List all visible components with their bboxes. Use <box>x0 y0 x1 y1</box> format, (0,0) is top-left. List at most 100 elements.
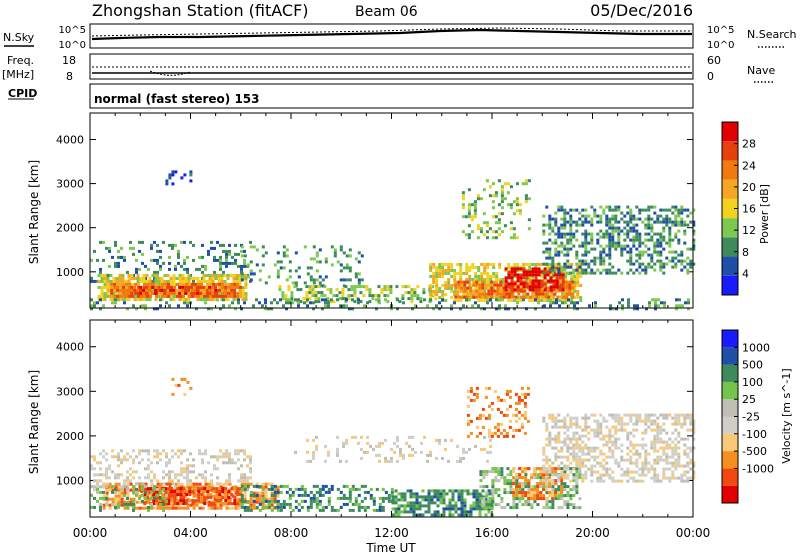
power-cell <box>557 244 561 248</box>
power-cell <box>233 294 237 298</box>
velocity-cell <box>126 452 129 456</box>
power-cell <box>548 220 552 224</box>
power-cell <box>137 294 141 298</box>
velocity-cell <box>234 452 237 456</box>
power-cell <box>109 280 113 283</box>
velocity-cell <box>330 508 334 512</box>
power-cell <box>575 253 579 257</box>
power-cell <box>145 298 149 301</box>
power-cell <box>232 298 236 301</box>
power-cell <box>460 280 464 284</box>
power-cell <box>558 276 562 280</box>
velocity-cell <box>557 434 561 438</box>
velocity-cell <box>497 473 501 477</box>
velocity-cell <box>418 495 422 499</box>
power-cell <box>475 283 479 287</box>
power-cell <box>100 295 104 298</box>
power-cell <box>330 245 334 249</box>
velocity-cell <box>485 500 489 504</box>
velocity-cell <box>499 422 503 426</box>
power-cell <box>234 258 237 262</box>
power-cell <box>213 255 216 259</box>
velocity-cell <box>93 473 96 477</box>
power-cell <box>106 283 110 286</box>
power-cell <box>662 262 666 266</box>
power-cell <box>308 291 312 295</box>
velocity-cell <box>231 494 235 498</box>
power-cell <box>141 240 144 244</box>
power-cell <box>549 270 553 274</box>
power-cell <box>216 240 219 244</box>
power-cell <box>569 265 573 269</box>
velocity-cell <box>632 443 636 447</box>
power-cell <box>552 299 556 302</box>
power-cell <box>462 272 466 275</box>
power-cell <box>168 255 171 259</box>
power-cell <box>635 268 639 272</box>
power-cell <box>569 208 573 212</box>
power-cell <box>218 282 222 286</box>
velocity-cell <box>542 419 546 423</box>
velocity-cell <box>448 513 452 517</box>
velocity-cell <box>144 506 148 510</box>
velocity-cell <box>608 428 612 432</box>
velocity-cell <box>515 473 519 477</box>
velocity-cell <box>394 510 398 514</box>
velocity-cell <box>369 487 373 491</box>
power-cell <box>472 289 476 293</box>
power-cell <box>481 286 485 290</box>
power-cell <box>617 208 621 212</box>
power-cell <box>629 229 633 233</box>
power-cell <box>179 294 183 298</box>
velocity-cell <box>412 507 416 511</box>
velocity-cell <box>563 470 567 474</box>
velocity-cell <box>668 437 672 441</box>
velocity-cell <box>496 425 500 429</box>
velocity-cell <box>418 501 422 505</box>
velocity-cell <box>503 506 507 510</box>
velocity-cell <box>207 503 211 507</box>
velocity-cell <box>168 503 172 507</box>
velocity-cell <box>192 464 195 468</box>
velocity-cell <box>584 464 588 468</box>
velocity-cell <box>482 485 486 489</box>
power-cell <box>541 289 545 293</box>
velocity-cell <box>460 507 464 511</box>
power-cell <box>110 288 114 292</box>
velocity-cell <box>482 470 486 474</box>
power-cell <box>549 276 553 280</box>
velocity-cell <box>261 505 265 509</box>
power-cell <box>246 263 250 267</box>
power-cell <box>555 273 559 277</box>
power-cell <box>497 221 501 225</box>
velocity-cell <box>593 419 597 423</box>
power-cell <box>476 194 480 198</box>
beam-label: Beam 06 <box>355 4 418 20</box>
power-cell <box>177 261 180 265</box>
power-cell <box>116 282 120 286</box>
power-cell <box>668 226 672 230</box>
power-cell <box>288 275 292 279</box>
velocity-cell <box>575 422 579 426</box>
velocity-cell <box>436 495 440 499</box>
power-cell <box>164 294 168 298</box>
velocity-cell <box>620 458 624 462</box>
velocity-cell <box>126 485 129 489</box>
power-cell <box>605 229 609 233</box>
velocity-cell <box>523 416 527 420</box>
velocity-cell <box>575 470 579 474</box>
velocity-cell <box>357 493 361 497</box>
velocity-cell <box>99 508 102 512</box>
power-cell <box>336 298 339 302</box>
power-cell <box>303 301 306 305</box>
velocity-cell <box>249 493 253 497</box>
power-cell <box>235 274 239 277</box>
power-cell <box>447 281 451 284</box>
velocity-cell <box>578 464 582 468</box>
power-cell <box>470 203 474 207</box>
velocity-cell <box>548 458 552 462</box>
velocity-cell <box>201 452 204 456</box>
power-cell <box>602 262 606 266</box>
velocity-cell <box>475 416 479 420</box>
velocity-cell <box>156 493 159 497</box>
